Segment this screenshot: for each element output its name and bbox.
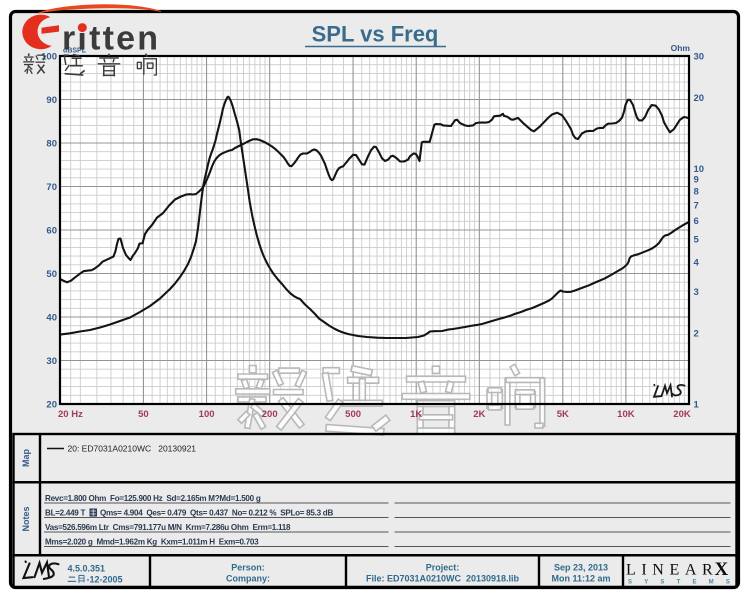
svg-text:SYSTEMS: SYSTEMS xyxy=(628,580,742,586)
svg-text:Company:: Company: xyxy=(226,574,270,584)
svg-text:Map: Map xyxy=(21,448,31,467)
svg-text:dBSPL: dBSPL xyxy=(63,48,87,55)
svg-text:Sep 23, 2013: Sep 23, 2013 xyxy=(554,563,608,573)
svg-text:10: 10 xyxy=(694,164,705,175)
svg-text:ritten: ritten xyxy=(62,20,160,58)
svg-text:SPL vs Freq: SPL vs Freq xyxy=(312,22,439,47)
svg-text:3: 3 xyxy=(694,287,699,298)
svg-text:Person:: Person: xyxy=(231,563,265,573)
svg-text:Ohm: Ohm xyxy=(671,43,691,53)
svg-text:Qms= 4.904 Qes= 0.479 Qts= 0: Qms= 4.904 Qes= 0.479 Qts= 0.437 No= 0.2… xyxy=(100,509,333,518)
svg-text:Notes: Notes xyxy=(21,506,31,531)
svg-text:4: 4 xyxy=(694,258,700,269)
svg-text:LINEAR: LINEAR xyxy=(626,562,718,579)
svg-text:X: X xyxy=(715,559,729,580)
svg-text:7: 7 xyxy=(694,200,699,211)
svg-text:5: 5 xyxy=(694,235,700,246)
svg-text:Vas=526.596m Ltr Cms=791.177u: Vas=526.596m Ltr Cms=791.177u M/N Krm=7.… xyxy=(45,523,291,532)
svg-text:100: 100 xyxy=(41,51,57,62)
svg-text:1K: 1K xyxy=(410,409,422,420)
svg-text:30: 30 xyxy=(694,51,705,62)
svg-text:60: 60 xyxy=(46,225,57,236)
svg-text:6: 6 xyxy=(694,216,699,227)
svg-text:100: 100 xyxy=(199,409,215,420)
svg-text:20: 20 xyxy=(46,399,57,410)
svg-text:20 Hz: 20 Hz xyxy=(58,409,83,420)
svg-text:50: 50 xyxy=(46,269,57,280)
svg-text:2K: 2K xyxy=(473,409,485,420)
svg-text:-12-2005: -12-2005 xyxy=(87,574,123,584)
svg-text:9: 9 xyxy=(694,175,699,186)
svg-text:70: 70 xyxy=(46,182,57,193)
svg-text:10K: 10K xyxy=(617,409,635,420)
svg-text:20: ED7031A0210WC 20130921: 20: ED7031A0210WC 20130921 xyxy=(68,444,197,454)
svg-text:80: 80 xyxy=(46,138,57,149)
svg-text:4.5.0.351: 4.5.0.351 xyxy=(68,564,106,574)
svg-text:20K: 20K xyxy=(673,409,691,420)
svg-text:1: 1 xyxy=(694,399,700,410)
svg-text:File: ED7031A0210WC 20130918.: File: ED7031A0210WC 20130918.lib xyxy=(366,574,520,584)
svg-text:200: 200 xyxy=(262,409,278,420)
svg-text:2: 2 xyxy=(694,329,699,340)
svg-text:Revc=1.800 Ohm Fo=125.900 Hz: Revc=1.800 Ohm Fo=125.900 Hz Sd=2.165m M… xyxy=(45,494,261,503)
svg-text:90: 90 xyxy=(46,95,57,106)
svg-text:30: 30 xyxy=(46,356,57,367)
svg-text:Project:: Project: xyxy=(426,563,460,573)
svg-text:40: 40 xyxy=(46,312,57,323)
svg-text:Mms=2.020 g Mmd=1.962m Kg Kx: Mms=2.020 g Mmd=1.962m Kg Kxm=1.011m H E… xyxy=(45,538,259,547)
svg-text:5K: 5K xyxy=(557,409,569,420)
svg-text:500: 500 xyxy=(345,409,361,420)
svg-text:8: 8 xyxy=(694,187,699,198)
svg-text:BL=2.449 T: BL=2.449 T xyxy=(45,509,85,518)
svg-text:Mon 11:12 am: Mon 11:12 am xyxy=(551,574,610,584)
svg-text:20: 20 xyxy=(694,93,705,104)
svg-text:50: 50 xyxy=(138,409,149,420)
